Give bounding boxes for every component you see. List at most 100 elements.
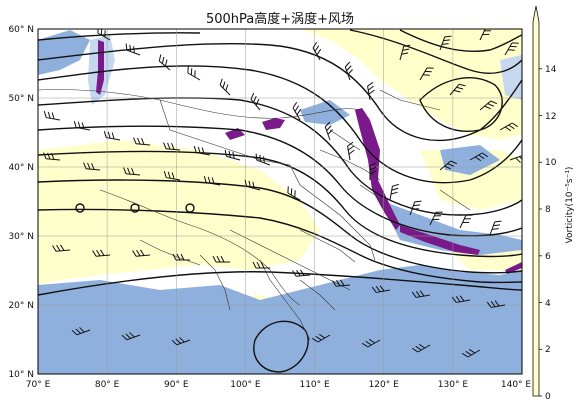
colorbar-tick-labels: 0 2 4 6 8 10 12 14 <box>545 65 557 402</box>
wind-barbs <box>43 29 522 358</box>
vorticity-shading-purple <box>96 40 522 274</box>
colorbar-tick-4: 4 <box>545 299 551 309</box>
wind-barb <box>344 61 353 81</box>
wind-barb <box>73 120 91 131</box>
lon-tick-80: 80° E <box>95 380 120 390</box>
map-frame <box>37 28 523 375</box>
wind-barb <box>399 44 411 61</box>
wind-barb <box>163 170 181 181</box>
wind-barb <box>409 200 422 216</box>
lon-tick-100: 100° E <box>230 380 261 390</box>
wind-barb <box>504 42 519 56</box>
wind-barb <box>347 141 355 161</box>
wind-barb <box>439 35 452 51</box>
wind-barb <box>43 110 61 121</box>
wind-barb <box>287 186 301 201</box>
wind-barb <box>439 160 458 171</box>
wind-barb <box>219 78 231 96</box>
wind-barb <box>489 220 502 236</box>
colorbar-tick-14: 14 <box>545 65 557 75</box>
wind-barb <box>499 122 518 132</box>
lon-tick-70: 70° E <box>26 380 51 390</box>
wind-barb <box>292 102 302 121</box>
wind-barb <box>411 290 431 298</box>
wind-barb <box>292 269 311 277</box>
wind-barb <box>469 152 488 162</box>
colorbar: 0 2 4 6 8 10 12 14 Vorticity(10⁻⁵s⁻¹) <box>532 5 575 402</box>
lat-tick-30: 30° N <box>8 232 34 242</box>
wind-barb <box>362 338 381 348</box>
wind-barb <box>255 153 271 166</box>
geographic-borders <box>38 89 471 341</box>
wind-barb <box>462 348 481 358</box>
lat-tick-50: 50° N <box>8 94 34 104</box>
colorbar-tick-10: 10 <box>545 158 557 168</box>
colorbar-tick-8: 8 <box>545 205 551 215</box>
lat-tick-labels: 10° N 20° N 30° N 40° N 50° N 60° N <box>8 25 34 380</box>
lon-tick-120: 120° E <box>369 380 400 390</box>
wind-barb <box>125 43 141 56</box>
wind-barb <box>369 162 377 180</box>
colorbar-label: Vorticity(10⁻⁵s⁻¹) <box>565 167 575 244</box>
wind-barb <box>103 130 121 141</box>
wind-barb <box>389 183 400 201</box>
wind-barb <box>71 327 91 336</box>
wind-barb <box>367 81 375 101</box>
wind-barb <box>187 66 201 81</box>
wind-barb <box>252 261 270 269</box>
lon-tick-130: 130° E <box>438 380 469 390</box>
lon-tick-90: 90° E <box>164 380 189 390</box>
wind-barb <box>459 214 473 229</box>
wind-barb <box>412 343 431 353</box>
gridlines <box>38 29 522 374</box>
wind-barb <box>133 137 151 146</box>
wind-barb <box>121 332 141 341</box>
wind-barb <box>83 162 101 171</box>
wind-barb <box>193 145 211 156</box>
wind-barb <box>92 249 111 257</box>
wind-barb <box>244 179 261 191</box>
wind-barb <box>324 121 333 141</box>
lat-tick-60: 60° N <box>8 25 34 35</box>
lon-tick-140: 140° E <box>501 380 532 390</box>
wind-barb <box>312 42 322 61</box>
height-contours <box>38 29 522 373</box>
wind-barb <box>332 279 351 287</box>
wind-barb <box>479 100 498 111</box>
lat-tick-20: 20° N <box>8 301 34 311</box>
wind-barb <box>172 253 190 261</box>
wind-barb <box>486 300 506 308</box>
colorbar-tick-2: 2 <box>545 345 551 355</box>
wind-barb <box>43 152 61 161</box>
wind-barb <box>97 29 111 41</box>
vorticity-shading-blue <box>38 30 522 374</box>
wind-barb <box>52 244 71 252</box>
wind-barb <box>224 149 241 161</box>
colorbar-tick-6: 6 <box>545 252 551 262</box>
wind-barb <box>171 337 191 346</box>
colorbar-tick-0: 0 <box>545 392 551 402</box>
wind-barb <box>451 295 471 303</box>
wind-barb <box>419 67 434 81</box>
wind-barb <box>371 285 391 293</box>
wind-barb <box>203 175 221 186</box>
wind-barb <box>212 255 230 263</box>
lat-tick-40: 40° N <box>8 163 34 173</box>
wind-barb <box>449 83 466 96</box>
wind-barb <box>312 333 331 343</box>
wind-barb <box>429 211 443 226</box>
wind-barb <box>250 92 261 111</box>
wind-barb <box>123 167 141 176</box>
lon-tick-labels: 70° E 80° E 90° E 100° E 110° E 120° E 1… <box>26 380 532 390</box>
lon-tick-110: 110° E <box>299 380 330 390</box>
wind-barb <box>163 142 181 151</box>
colorbar-body <box>532 5 540 397</box>
colorbar-tick-12: 12 <box>545 112 556 122</box>
wind-barb <box>158 54 171 71</box>
lat-tick-10: 10° N <box>8 370 34 380</box>
map-title: 500hPa高度+涡度+风场 <box>205 12 355 27</box>
wind-barb <box>132 249 151 257</box>
colorbar-ticks <box>539 68 542 397</box>
